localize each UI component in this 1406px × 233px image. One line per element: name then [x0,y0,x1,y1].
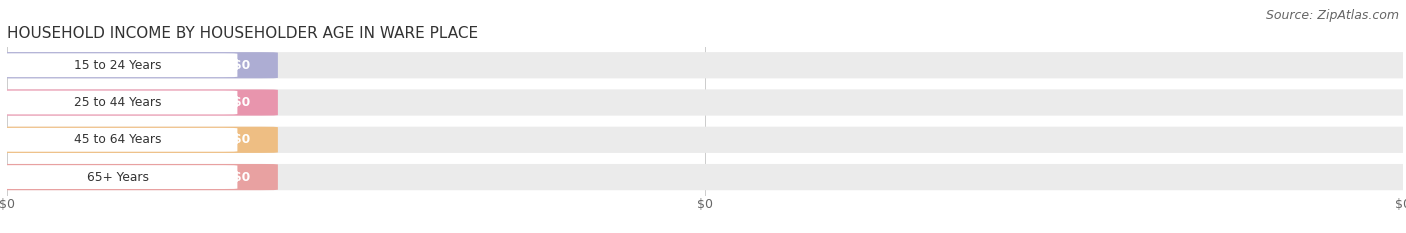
Text: 65+ Years: 65+ Years [87,171,149,184]
FancyBboxPatch shape [0,165,238,189]
Text: Source: ZipAtlas.com: Source: ZipAtlas.com [1265,9,1399,22]
FancyBboxPatch shape [0,164,1406,190]
FancyBboxPatch shape [0,164,278,190]
FancyBboxPatch shape [0,53,238,77]
FancyBboxPatch shape [0,52,1406,78]
Text: $0: $0 [233,59,250,72]
FancyBboxPatch shape [0,127,278,153]
Text: 15 to 24 Years: 15 to 24 Years [75,59,162,72]
Text: $0: $0 [233,171,250,184]
Text: $0: $0 [233,133,250,146]
FancyBboxPatch shape [0,89,278,116]
Text: $0: $0 [233,96,250,109]
Text: HOUSEHOLD INCOME BY HOUSEHOLDER AGE IN WARE PLACE: HOUSEHOLD INCOME BY HOUSEHOLDER AGE IN W… [7,26,478,41]
FancyBboxPatch shape [0,91,238,114]
FancyBboxPatch shape [0,127,1406,153]
FancyBboxPatch shape [0,52,278,78]
Text: 45 to 64 Years: 45 to 64 Years [75,133,162,146]
FancyBboxPatch shape [0,89,1406,116]
Text: 25 to 44 Years: 25 to 44 Years [75,96,162,109]
FancyBboxPatch shape [0,128,238,152]
